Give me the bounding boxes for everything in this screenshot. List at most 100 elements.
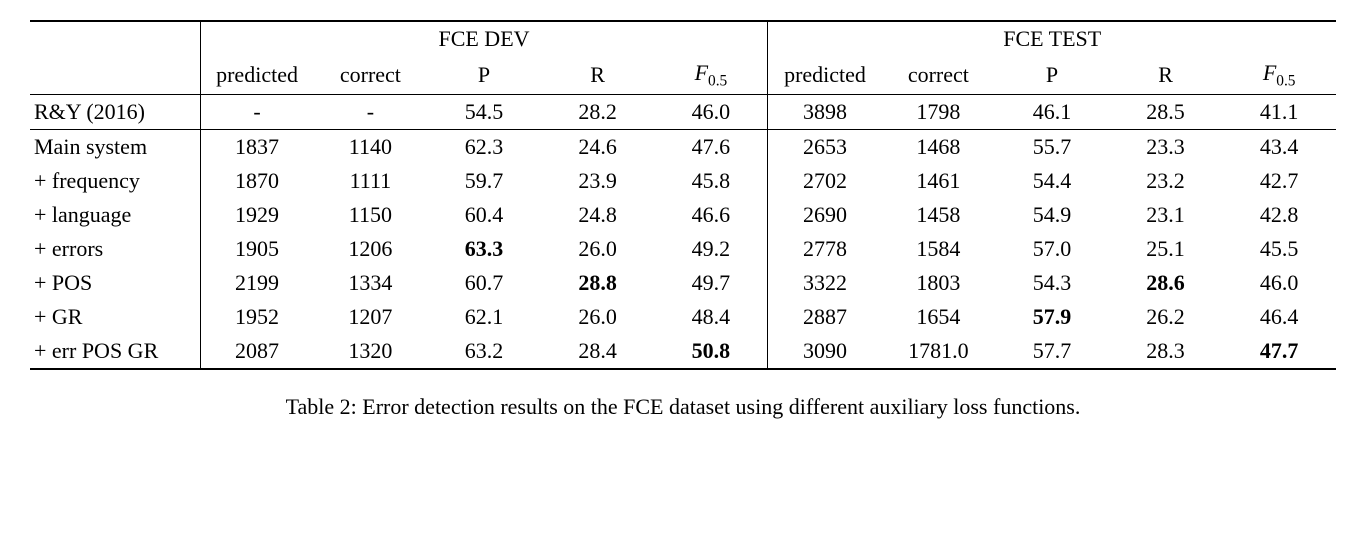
cell: 3322	[768, 266, 882, 300]
cell: 1952	[200, 300, 314, 334]
group-header-dev: FCE DEV	[200, 21, 768, 56]
table-row: + err POS GR2087132063.228.450.830901781…	[30, 334, 1336, 369]
cell: 2087	[200, 334, 314, 369]
cell: 62.1	[427, 300, 541, 334]
cell: 60.4	[427, 198, 541, 232]
cell: 54.9	[995, 198, 1109, 232]
cell: 1781.0	[882, 334, 996, 369]
row-label: + POS	[30, 266, 200, 300]
cell: 1320	[314, 334, 428, 369]
cell: 1111	[314, 164, 428, 198]
cell: 23.1	[1109, 198, 1223, 232]
cell: 2778	[768, 232, 882, 266]
cell: 1803	[882, 266, 996, 300]
cell: 57.7	[995, 334, 1109, 369]
cell: 46.0	[654, 95, 768, 130]
cell: 49.7	[654, 266, 768, 300]
table-body: R&Y (2016)--54.528.246.03898179846.128.5…	[30, 95, 1336, 370]
cell: 54.5	[427, 95, 541, 130]
cell: 63.3	[427, 232, 541, 266]
cell: 46.6	[654, 198, 768, 232]
cell: 47.7	[1222, 334, 1336, 369]
row-label: + errors	[30, 232, 200, 266]
col-p-dev: P	[427, 56, 541, 95]
cell: 2653	[768, 130, 882, 165]
cell: -	[314, 95, 428, 130]
cell: 54.4	[995, 164, 1109, 198]
cell: 1905	[200, 232, 314, 266]
cell: 28.6	[1109, 266, 1223, 300]
cell: 23.3	[1109, 130, 1223, 165]
cell: 46.4	[1222, 300, 1336, 334]
cell: 1468	[882, 130, 996, 165]
cell: 54.3	[995, 266, 1109, 300]
cell: 2887	[768, 300, 882, 334]
cell: 1206	[314, 232, 428, 266]
cell: 28.4	[541, 334, 655, 369]
table-row: + frequency1870111159.723.945.8270214615…	[30, 164, 1336, 198]
row-label: + GR	[30, 300, 200, 334]
cell: 23.2	[1109, 164, 1223, 198]
table-row: Main system1837114062.324.647.6265314685…	[30, 130, 1336, 165]
cell: 1870	[200, 164, 314, 198]
cell: 1207	[314, 300, 428, 334]
col-correct-test: correct	[882, 56, 996, 95]
cell: 63.2	[427, 334, 541, 369]
cell: -	[200, 95, 314, 130]
cell: 45.8	[654, 164, 768, 198]
cell: 1929	[200, 198, 314, 232]
cell: 1584	[882, 232, 996, 266]
cell: 28.8	[541, 266, 655, 300]
cell: 57.9	[995, 300, 1109, 334]
col-f-dev: F0.5	[654, 56, 768, 95]
cell: 26.0	[541, 300, 655, 334]
cell: 26.0	[541, 232, 655, 266]
cell: 23.9	[541, 164, 655, 198]
cell: 1654	[882, 300, 996, 334]
cell: 59.7	[427, 164, 541, 198]
cell: 41.1	[1222, 95, 1336, 130]
table-row: + errors1905120663.326.049.22778158457.0…	[30, 232, 1336, 266]
table-row: + GR1952120762.126.048.42887165457.926.2…	[30, 300, 1336, 334]
table-caption: Table 2: Error detection results on the …	[30, 370, 1336, 420]
cell: 1140	[314, 130, 428, 165]
cell: 43.4	[1222, 130, 1336, 165]
cell: 1461	[882, 164, 996, 198]
row-label: Main system	[30, 130, 200, 165]
cell: 1798	[882, 95, 996, 130]
col-predicted-test: predicted	[768, 56, 882, 95]
cell: 55.7	[995, 130, 1109, 165]
table-row: + POS2199133460.728.849.73322180354.328.…	[30, 266, 1336, 300]
cell: 3898	[768, 95, 882, 130]
cell: 1334	[314, 266, 428, 300]
cell: 46.1	[995, 95, 1109, 130]
table-row: R&Y (2016)--54.528.246.03898179846.128.5…	[30, 95, 1336, 130]
table-row: + language1929115060.424.846.62690145854…	[30, 198, 1336, 232]
cell: 3090	[768, 334, 882, 369]
cell: 1458	[882, 198, 996, 232]
col-correct-dev: correct	[314, 56, 428, 95]
cell: 25.1	[1109, 232, 1223, 266]
row-label: + frequency	[30, 164, 200, 198]
cell: 42.7	[1222, 164, 1336, 198]
col-r-test: R	[1109, 56, 1223, 95]
group-header-test: FCE TEST	[768, 21, 1336, 56]
cell: 1150	[314, 198, 428, 232]
cell: 24.6	[541, 130, 655, 165]
col-p-test: P	[995, 56, 1109, 95]
row-label: + err POS GR	[30, 334, 200, 369]
col-r-dev: R	[541, 56, 655, 95]
cell: 2199	[200, 266, 314, 300]
cell: 49.2	[654, 232, 768, 266]
col-predicted-dev: predicted	[200, 56, 314, 95]
cell: 28.3	[1109, 334, 1223, 369]
cell: 42.8	[1222, 198, 1336, 232]
row-label: R&Y (2016)	[30, 95, 200, 130]
cell: 47.6	[654, 130, 768, 165]
cell: 1837	[200, 130, 314, 165]
cell: 26.2	[1109, 300, 1223, 334]
results-table: Table 2: Error detection results on the …	[30, 20, 1336, 420]
cell: 46.0	[1222, 266, 1336, 300]
cell: 50.8	[654, 334, 768, 369]
cell: 28.2	[541, 95, 655, 130]
